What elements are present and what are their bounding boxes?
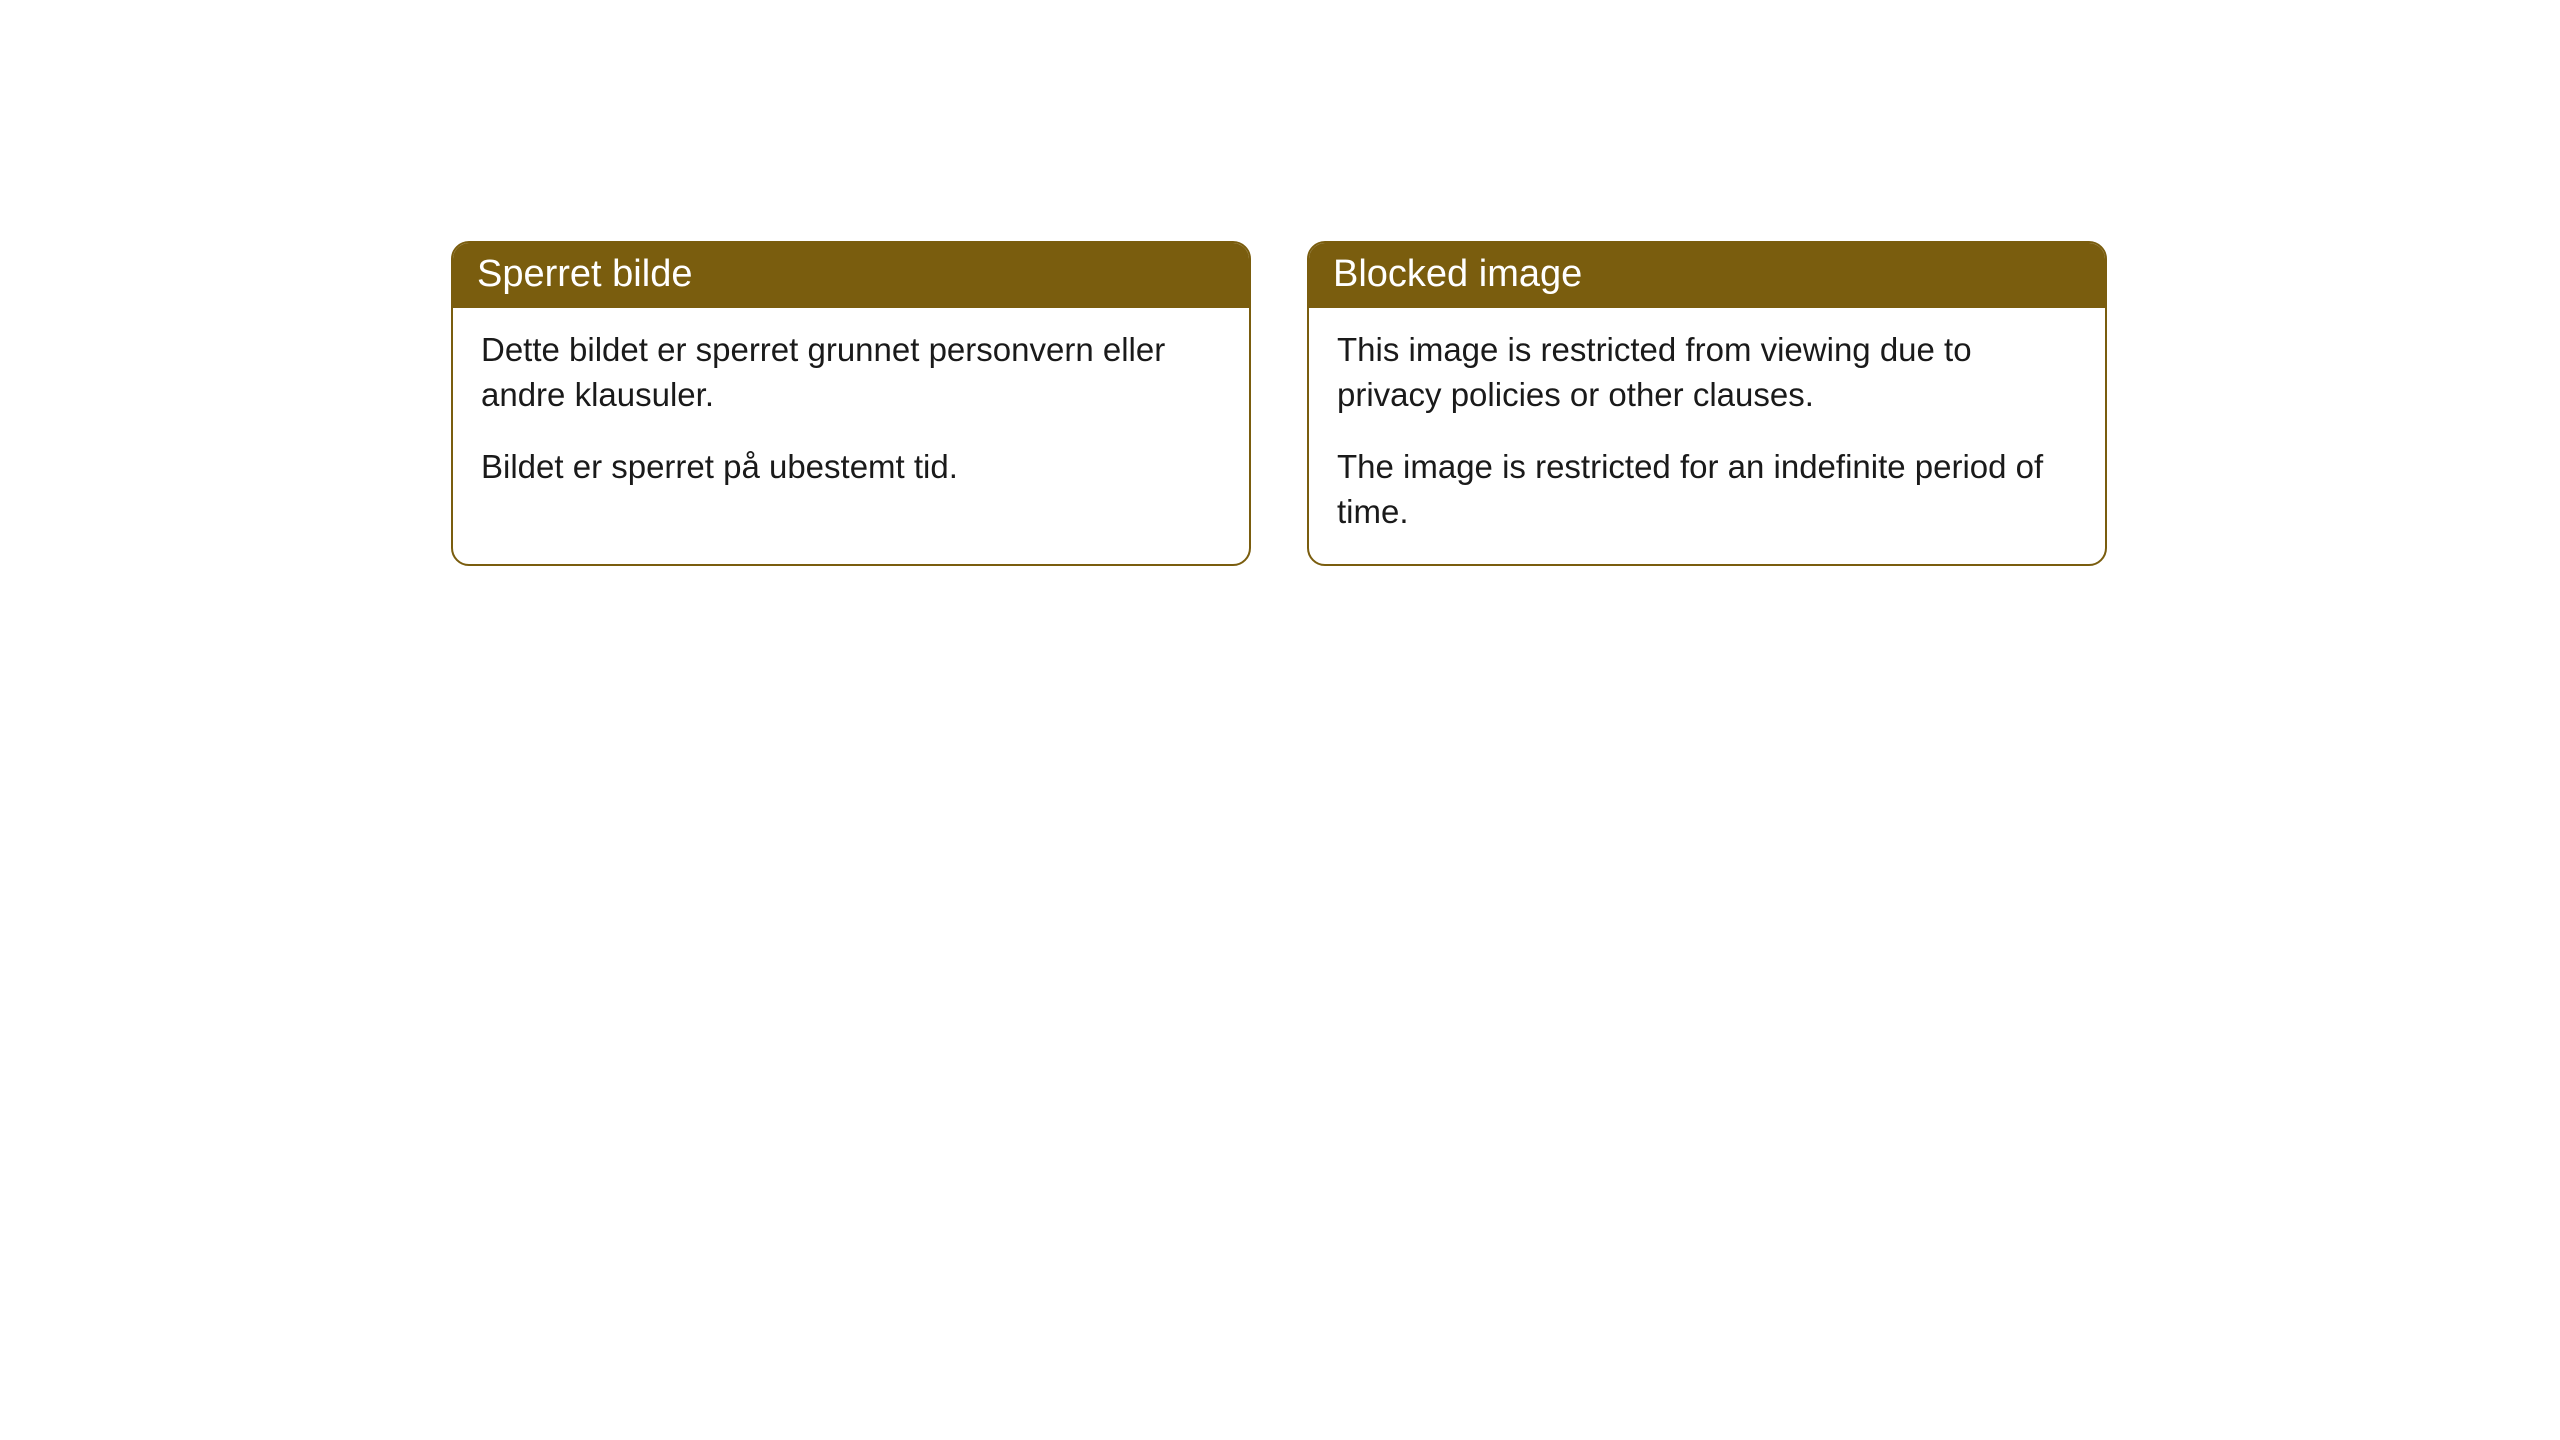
card-body: Dette bildet er sperret grunnet personve… — [453, 308, 1249, 520]
card-header: Blocked image — [1309, 243, 2105, 308]
card-paragraph: Dette bildet er sperret grunnet personve… — [481, 328, 1221, 417]
blocked-image-card-norwegian: Sperret bilde Dette bildet er sperret gr… — [451, 241, 1251, 566]
card-title: Sperret bilde — [477, 253, 692, 295]
blocked-image-card-english: Blocked image This image is restricted f… — [1307, 241, 2107, 566]
card-body: This image is restricted from viewing du… — [1309, 308, 2105, 564]
card-paragraph: Bildet er sperret på ubestemt tid. — [481, 445, 1221, 490]
card-paragraph: The image is restricted for an indefinit… — [1337, 445, 2077, 534]
notice-cards-container: Sperret bilde Dette bildet er sperret gr… — [451, 241, 2107, 566]
card-title: Blocked image — [1333, 253, 1582, 295]
card-paragraph: This image is restricted from viewing du… — [1337, 328, 2077, 417]
card-header: Sperret bilde — [453, 243, 1249, 308]
